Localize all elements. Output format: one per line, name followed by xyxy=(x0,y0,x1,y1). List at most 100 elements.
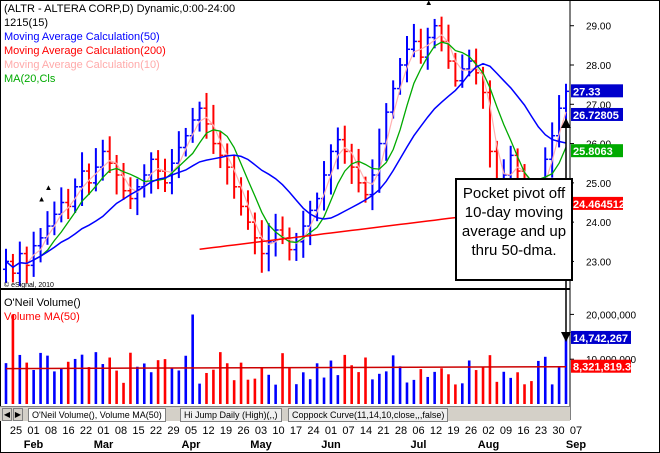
price-bar xyxy=(134,178,141,216)
tag-volume-bg xyxy=(571,330,631,344)
price-bar xyxy=(196,101,203,132)
price-bar xyxy=(341,125,348,164)
x-day-label: 08 xyxy=(45,425,57,437)
x-month-label: Jun xyxy=(321,439,341,451)
price-bar xyxy=(72,178,79,214)
price-bar xyxy=(334,127,341,170)
price-bar xyxy=(127,177,134,210)
x-day-label: 14 xyxy=(360,425,372,437)
tag-volume-ma-bg xyxy=(571,359,631,373)
pivot-marker-icon: ▲ xyxy=(38,195,46,204)
x-day-label: 21 xyxy=(377,425,389,437)
x-month-label: Mar xyxy=(94,439,114,451)
price-bar xyxy=(99,139,106,181)
price-bar xyxy=(231,155,238,199)
price-bar xyxy=(300,210,307,258)
pivot-marker-icon: ▲ xyxy=(425,0,433,7)
price-bar xyxy=(9,253,16,283)
price-bar xyxy=(85,163,92,195)
tag-last-price-bg xyxy=(571,84,623,98)
price-bar xyxy=(251,212,258,255)
price-tick-label: 28.00 xyxy=(586,61,611,72)
price-bar xyxy=(321,161,328,211)
price-bar xyxy=(466,49,473,77)
price-tick-label: 24.00 xyxy=(586,218,611,229)
x-day-label: 26 xyxy=(237,425,249,437)
x-day-label: 16 xyxy=(62,425,74,437)
price-bar xyxy=(403,36,410,83)
x-day-label: 24 xyxy=(307,425,319,437)
x-day-label: 07 xyxy=(342,425,354,437)
x-day-label: 01 xyxy=(97,425,109,437)
price-bar xyxy=(390,80,397,119)
pivot-marker-icon: ▲ xyxy=(44,183,52,192)
tag-volume-ma: 8,321,819.3 xyxy=(573,362,631,374)
study-tab-bar: ◀ ▶ O'Neil Volume(), Volume MA(50) Hi Ju… xyxy=(0,406,570,422)
x-day-label: 12 xyxy=(202,425,214,437)
tag-ma20: 25.8063 xyxy=(573,146,613,158)
volume-ma-line xyxy=(5,365,567,370)
price-bar xyxy=(16,241,23,287)
price-bar xyxy=(286,227,293,261)
x-day-label: 17 xyxy=(290,425,302,437)
price-bar xyxy=(438,16,445,52)
price-bar xyxy=(244,190,251,230)
tag-ma200: 24.464512 xyxy=(573,199,625,211)
tab-oneil-volume[interactable]: O'Neil Volume(), Volume MA(50) xyxy=(28,408,166,422)
legend-ma50: Moving Average Calculation(50) xyxy=(4,31,160,43)
copyright: © eSignal, 2010 xyxy=(4,282,54,289)
price-tick-label: 25.00 xyxy=(586,179,611,190)
x-day-label: 23 xyxy=(535,425,547,437)
x-day-label: 22 xyxy=(80,425,92,437)
price-bar xyxy=(224,143,231,185)
annotation-arrowhead-icon xyxy=(561,118,571,128)
volume-bars xyxy=(4,314,568,404)
price-bar xyxy=(549,122,556,178)
price-bar xyxy=(3,248,9,283)
x-day-label: 08 xyxy=(115,425,127,437)
price-tick-label: 27.00 xyxy=(586,100,611,111)
x-day-label: 30 xyxy=(552,425,564,437)
price-bar xyxy=(424,27,431,70)
tab-scroll-right-icon[interactable]: ▶ xyxy=(13,408,23,421)
x-day-label: 16 xyxy=(517,425,529,437)
tag-ma20-bg xyxy=(571,144,623,158)
x-day-label: 07 xyxy=(570,425,582,437)
annotation-line: Pocket pivot off xyxy=(462,185,566,202)
x-day-label: 01 xyxy=(27,425,39,437)
price-bar xyxy=(258,220,265,273)
chart-interval: 1215(15) xyxy=(4,17,49,29)
x-day-label: 12 xyxy=(430,425,442,437)
price-bar xyxy=(182,127,189,157)
tab-scroll-left-icon[interactable]: ◀ xyxy=(2,408,12,421)
price-bar xyxy=(556,95,563,148)
legend-ma200: Moving Average Calculation(200) xyxy=(4,45,166,57)
x-day-label: 26 xyxy=(465,425,477,437)
volume-legend-ma: Volume MA(50) xyxy=(4,311,80,323)
price-bar xyxy=(417,28,424,64)
x-month-label: Sep xyxy=(566,439,586,451)
volume-tick-label: 20,000,000 xyxy=(586,310,636,321)
tab-coppock[interactable]: Coppock Curve(11,14,10,close,,,false) xyxy=(288,408,449,422)
x-day-label: 01 xyxy=(325,425,337,437)
x-month-label: Jul xyxy=(411,439,427,451)
x-day-label: 28 xyxy=(395,425,407,437)
x-month-label: Apr xyxy=(182,439,202,451)
x-day-label: 02 xyxy=(482,425,494,437)
legend-ma10: Moving Average Calculation(10) xyxy=(4,59,160,71)
x-month-label: May xyxy=(250,439,272,451)
price-tick-label: 29.00 xyxy=(586,22,611,33)
x-day-label: 25 xyxy=(10,425,22,437)
tag-volume: 14,742,267 xyxy=(573,333,628,345)
x-day-label: 22 xyxy=(150,425,162,437)
x-day-label: 03 xyxy=(255,425,267,437)
chart-title: (ALTR - ALTERA CORP,D) Dynamic,0:00-24:0… xyxy=(4,3,236,15)
x-day-label: 19 xyxy=(447,425,459,437)
volume-legend-oneil: O'Neil Volume() xyxy=(4,297,81,309)
tag-ma200-bg xyxy=(571,196,623,210)
price-bar xyxy=(92,148,99,192)
tab-hi-jump[interactable]: Hi Jump Daily (High)(,,) xyxy=(180,408,282,422)
price-bar xyxy=(314,192,321,222)
tag-ma50: 26.72805 xyxy=(573,110,619,122)
price-bar xyxy=(203,92,210,139)
